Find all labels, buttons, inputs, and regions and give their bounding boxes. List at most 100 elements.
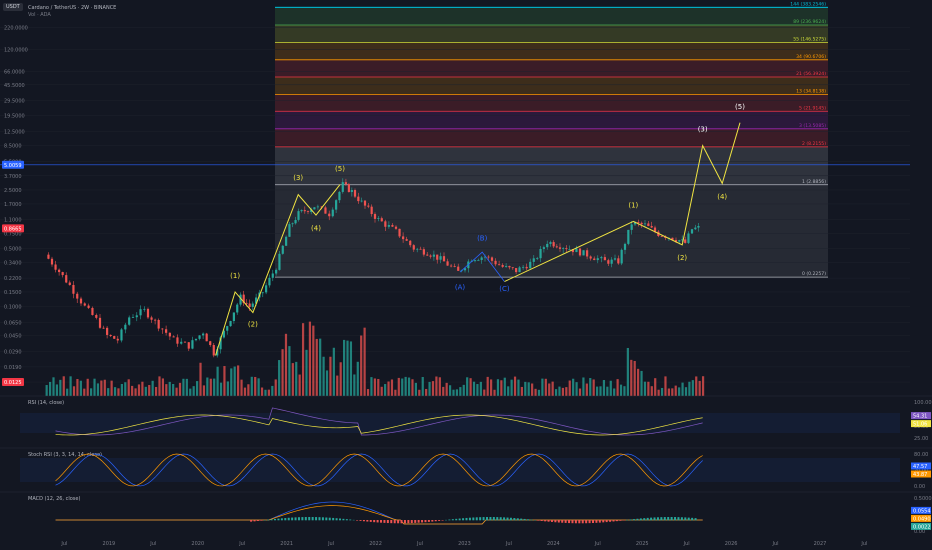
volume-bar xyxy=(100,380,103,396)
candle-body xyxy=(251,303,254,307)
candle-body xyxy=(261,292,264,294)
macd-histogram-bar xyxy=(335,518,338,521)
time-tick-label: Jul xyxy=(594,541,601,547)
volume-bar xyxy=(414,382,417,396)
candle-body xyxy=(131,317,135,319)
macd-histogram-bar xyxy=(602,520,605,523)
fib-zone xyxy=(275,42,828,60)
volume-bar xyxy=(390,379,394,396)
volume-bar xyxy=(684,387,688,396)
candle-body xyxy=(518,267,521,273)
price-tag-box xyxy=(2,378,24,387)
macd-histogram-bar xyxy=(650,517,653,521)
macd-histogram-bar xyxy=(400,520,403,524)
volume-bar xyxy=(517,379,520,396)
candle-body xyxy=(198,335,201,339)
volume-bar xyxy=(52,377,55,396)
candle-body xyxy=(76,293,79,299)
macd-pane[interactable]: MACD (12, 26, close) 0.5000 0.00 0.0554 0.04… xyxy=(0,491,932,535)
time-tick-label: Jul xyxy=(683,541,690,547)
volume-bar xyxy=(510,379,513,396)
price-tick-label: 0.7500 xyxy=(4,232,22,238)
price-axis[interactable]: 220.0000 120.0000 66.0000 45.5000 29.5000 19.… xyxy=(2,26,28,387)
candle-body xyxy=(172,336,175,338)
macd-histogram-bar xyxy=(287,517,290,521)
volume-bar xyxy=(421,377,424,396)
stoch-rsi-pane[interactable]: Stoch RSI (3, 3, 14, 14, close)80.0020.0… xyxy=(0,447,932,490)
candle-body xyxy=(515,268,518,273)
volume-bar xyxy=(172,383,175,396)
fib-level-label: 144 (383.2546) xyxy=(790,2,826,8)
candle-body xyxy=(135,315,138,318)
pane-tag-label: 43.87 xyxy=(913,472,927,478)
pane-band xyxy=(20,413,900,433)
volume-bar xyxy=(312,325,315,396)
volume-bar xyxy=(103,379,106,396)
candle-body xyxy=(268,277,271,286)
volume-bar xyxy=(182,378,185,396)
volume-bar xyxy=(339,362,342,396)
macd-histogram-bar xyxy=(564,520,567,523)
time-tick-label: Jul xyxy=(416,541,423,547)
price-tick-label: 0.0190 xyxy=(4,365,22,371)
macd-histogram-bar xyxy=(362,520,365,522)
macd-histogram-bar xyxy=(544,520,547,522)
candle-body xyxy=(335,200,338,210)
candle-body xyxy=(391,225,394,227)
candle-body xyxy=(586,250,589,257)
rsi-pane[interactable]: RSI (14, close)100.0075.0050.0025.0054.3… xyxy=(0,395,932,442)
volume-bar xyxy=(493,389,496,396)
candle-body xyxy=(457,266,460,271)
volume-bar xyxy=(325,370,329,396)
volume-bar xyxy=(674,385,677,396)
volume-bar xyxy=(455,389,459,396)
pane-tag-label: 0.0554 xyxy=(913,508,931,514)
elliott-wave-drawing[interactable]: (1) (2) (3) (4) (5) (A) (B) (C) (1) (2) (3) (4) (5) xyxy=(215,103,746,356)
macd-histogram-bar xyxy=(694,518,697,521)
volume-bar xyxy=(407,377,411,396)
candle-body xyxy=(384,221,387,227)
macd-histogram-bar xyxy=(499,517,502,521)
fib-level-label: 55 (146.5275) xyxy=(793,36,826,42)
candle-body xyxy=(419,248,422,250)
volume-bar xyxy=(189,388,192,396)
price-tick-label: 0.3400 xyxy=(4,260,22,266)
candle-body xyxy=(350,190,353,192)
candle-body xyxy=(50,258,54,265)
candle-body xyxy=(450,265,453,267)
pane-tag-label: 54.31 xyxy=(913,414,927,420)
volume-bar xyxy=(483,389,486,396)
candle-body xyxy=(607,260,610,264)
candle-body xyxy=(239,294,242,305)
candle-body xyxy=(232,312,235,322)
pane-title: MACD (12, 26, close) xyxy=(28,496,80,502)
candle-body xyxy=(487,256,490,258)
fib-level-label: 3 (13.5085) xyxy=(799,123,826,129)
pane-tag-label: 0.0022 xyxy=(913,524,931,530)
fibonacci-extension[interactable]: 0 (0.2257) 1 (2.8856) 2 (8.2155) 3 (13.5085… xyxy=(0,2,910,278)
candle-body xyxy=(248,303,251,307)
candle-body xyxy=(320,206,323,208)
macd-histogram-bar xyxy=(304,517,307,521)
volume-bar xyxy=(284,333,288,396)
macd-histogram-bar xyxy=(670,517,673,521)
candle-body xyxy=(61,272,64,276)
time-tick-label: Jul xyxy=(60,541,67,547)
candle-body xyxy=(532,258,535,262)
wave-label: (B) xyxy=(477,235,488,243)
volume-bar xyxy=(602,380,606,396)
candle-body xyxy=(297,211,300,220)
pane-tag-label: 0.0490 xyxy=(913,516,931,522)
candle-body xyxy=(610,259,613,264)
price-tag-label: 0.0125 xyxy=(4,380,22,386)
candle-body xyxy=(143,308,146,310)
symbol-badge[interactable]: USDT xyxy=(3,3,23,11)
fib-level-label: 34 (90.6706) xyxy=(796,54,826,60)
time-axis[interactable]: Jul 2019 Jul 2020 Jul 2021 Jul 2022 Jul 2023 Jul 20… xyxy=(60,541,867,547)
fib-level-label: 89 (236.9624) xyxy=(793,19,826,25)
macd-histogram-bar xyxy=(663,517,666,521)
time-tick-label: 2022 xyxy=(369,541,382,547)
volume-bar xyxy=(127,379,130,396)
pane-tick-label: 0.00 xyxy=(914,529,925,535)
